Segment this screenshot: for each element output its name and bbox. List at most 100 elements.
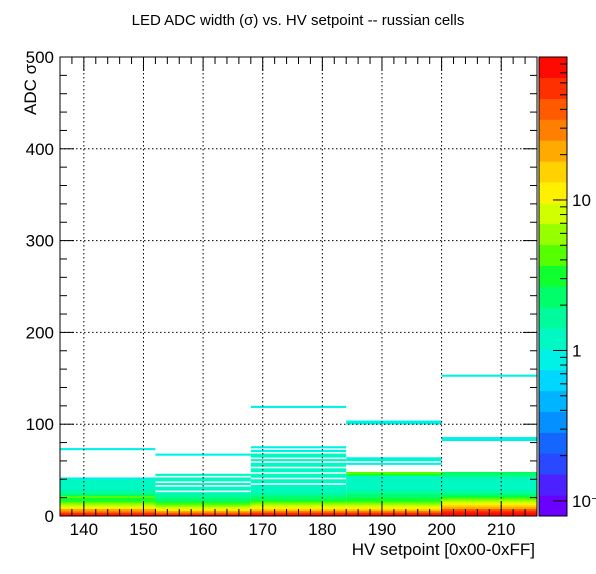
heatmap-cell-0-5 <box>60 504 156 508</box>
heatmap-cell-2-13 <box>250 490 347 493</box>
colorbar-swatch-12 <box>539 244 567 266</box>
axes: 140 150 160 170 180 190 200 210 0 100 200 300 400 500 <box>26 48 538 539</box>
y-tick-label-0: 0 <box>45 507 54 526</box>
heatmap-cell-2-19 <box>250 475 347 478</box>
heatmap-cell-4-5 <box>441 504 537 508</box>
colorbar-swatch-20 <box>539 77 567 100</box>
heatmap-cell-3-25 <box>346 459 442 462</box>
colorbar-frame <box>538 56 568 517</box>
x-axis-label: HV setpoint [0x00-0xFF] <box>352 540 535 559</box>
heatmap-cell-1-9 <box>155 497 251 500</box>
heatmap-cell-4-21 <box>441 475 537 478</box>
heatmap-cell-4-7 <box>441 501 537 504</box>
heatmap-cell-3-20 <box>346 477 442 480</box>
heatmap-cell-0-21 <box>60 448 156 451</box>
heatmap-cell-4-26 <box>441 374 537 377</box>
heatmap-cell-4-19 <box>441 479 537 482</box>
colorbar: 10⁻¹ 1 10 <box>538 56 596 517</box>
colorbar-swatch-18 <box>539 119 567 141</box>
heatmap-cell-3-16 <box>346 484 442 487</box>
heatmap-cell-0-10 <box>60 495 156 498</box>
heatmap-cell-0-12 <box>60 492 156 495</box>
heatmap-cell-4-14 <box>441 488 537 491</box>
heatmap-cell-3-10 <box>346 495 442 498</box>
heatmap-cell-4-11 <box>441 493 537 497</box>
heatmap-cell-4-17 <box>441 482 537 486</box>
colorbar-tick-label-2: 10 <box>572 191 591 210</box>
heatmap-cell-2-17 <box>250 481 347 484</box>
heatmap-cell-3-21 <box>346 475 442 478</box>
colorbar-swatch-19 <box>539 98 567 120</box>
heatmap-cell-2-11 <box>250 493 347 497</box>
heatmap-cell-3-13 <box>346 490 442 493</box>
heatmap-cell-2-21 <box>250 470 347 473</box>
heatmap-cell-2-25 <box>250 459 347 462</box>
x-tick-label-170: 170 <box>249 520 277 539</box>
colorbar-swatch-5 <box>539 390 567 412</box>
heatmap-cell-2-5 <box>250 504 347 508</box>
heatmap-cell-4-20 <box>441 477 537 480</box>
heatmap-cell-1-14 <box>155 486 251 489</box>
heatmap-cell-1-11 <box>155 493 251 497</box>
x-tick-label-190: 190 <box>368 520 396 539</box>
x-tick-label-180: 180 <box>308 520 336 539</box>
heatmap-cell-0-4 <box>60 506 156 509</box>
colorbar-swatch-21 <box>539 57 567 79</box>
heatmap-cell-3-18 <box>346 481 442 484</box>
heatmap-cell-3-8 <box>346 499 442 502</box>
heatmap-cell-2-16 <box>250 484 347 487</box>
heatmap-cell-3-15 <box>346 486 442 489</box>
heatmap-cell-3-17 <box>346 482 442 486</box>
heatmap-cell-3-7 <box>346 501 442 504</box>
colorbar-swatch-8 <box>539 328 567 350</box>
x-tick-label-200: 200 <box>427 520 455 539</box>
colorbar-swatch-6 <box>539 369 567 392</box>
y-tick-label-500: 500 <box>26 48 54 67</box>
heatmap-cell-2-15 <box>250 486 347 489</box>
heatmap-cell-4-6 <box>441 503 537 506</box>
heatmap-cell-1-8 <box>155 499 251 502</box>
heatmap-cell-3-23 <box>346 471 442 475</box>
colorbar-swatch-0 <box>539 495 567 517</box>
y-tick-label-300: 300 <box>26 232 54 251</box>
heatmap-cell-4-23 <box>441 471 537 475</box>
heatmap-cell-0-20 <box>60 477 156 480</box>
heatmap-cell-2-28 <box>250 449 347 453</box>
heatmap-cell-0-14 <box>60 488 156 491</box>
heatmap-cell-3-9 <box>346 497 442 500</box>
heatmap-cell-3-5 <box>346 504 442 508</box>
heatmap-cell-2-27 <box>250 453 347 456</box>
heatmap-cell-2-24 <box>250 462 347 465</box>
heatmap-cell-4-9 <box>441 497 537 500</box>
grid-lines <box>60 56 537 517</box>
y-tick-label-400: 400 <box>26 140 54 159</box>
heatmap-cell-1-19 <box>155 453 251 456</box>
heatmap-cell-3-19 <box>346 479 442 482</box>
heatmap-cell-2-8 <box>250 499 347 502</box>
colorbar-swatch-2 <box>539 453 567 475</box>
heatmap-cell-0-9 <box>60 497 156 500</box>
heatmap-cell-3-24 <box>346 462 442 465</box>
heatmap-cell-2-20 <box>250 473 347 476</box>
heatmap-cell-4-18 <box>441 481 537 484</box>
heatmap-cell-2-29 <box>250 446 347 449</box>
heatmap-cell-1-15 <box>155 482 251 486</box>
colorbar-swatch-7 <box>539 349 567 371</box>
heatmap-cell-2-23 <box>250 464 347 467</box>
heatmap-cell-0-6 <box>60 503 156 506</box>
x-tick-label-150: 150 <box>129 520 157 539</box>
y-tick-label-200: 200 <box>26 323 54 342</box>
heatmap-cell-1-16 <box>155 479 251 482</box>
y-tick-label-100: 100 <box>26 415 54 434</box>
heatmap-cell-3-26 <box>346 457 442 460</box>
heatmap-cell-4-10 <box>441 495 537 498</box>
colorbar-tick-label-0: 10⁻¹ <box>572 492 596 511</box>
heatmap-cell-3-27 <box>346 422 442 425</box>
heatmap-cell-2-26 <box>250 455 347 458</box>
heatmap-cell-0-8 <box>60 499 156 502</box>
x-tick-label-160: 160 <box>189 520 217 539</box>
heatmap-cell-4-8 <box>441 499 537 502</box>
heatmap-cell-2-22 <box>250 468 347 471</box>
chart-title: LED ADC width (σ) vs. HV setpoint -- rus… <box>132 12 465 29</box>
colorbar-tick-label-1: 1 <box>572 341 581 360</box>
